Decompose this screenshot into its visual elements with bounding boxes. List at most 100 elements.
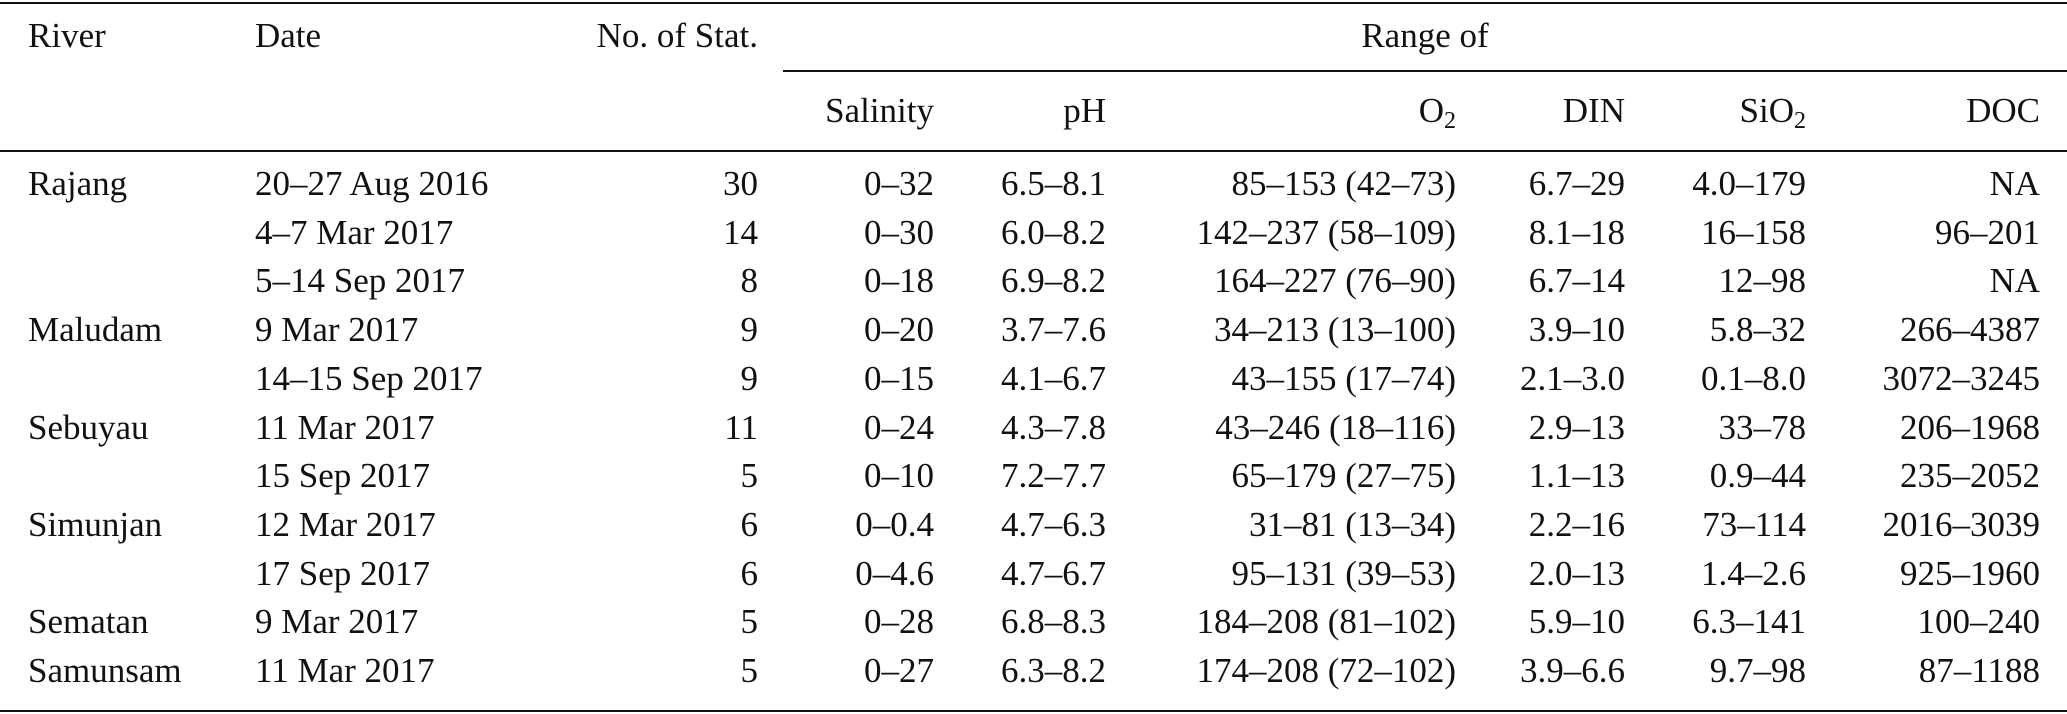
cell-o2: 31–81 (13–34) <box>1248 505 1456 544</box>
cell-salinity: 0–32 <box>864 164 934 203</box>
header-sio2-base: SiO <box>1739 91 1794 130</box>
header-range-of: Range of <box>1361 16 1489 55</box>
cell-doc: 87–1188 <box>1918 651 2040 690</box>
cell-o2: 164–227 (76–90) <box>1213 261 1456 300</box>
cell-salinity: 0–27 <box>864 651 934 690</box>
cell-stat: 5 <box>740 602 759 641</box>
cell-stat: 5 <box>740 456 759 495</box>
cell-doc: 2016–3039 <box>1882 505 2041 544</box>
cell-doc: NA <box>1989 261 2040 300</box>
header-o2-base: O <box>1418 91 1444 130</box>
cell-sio2: 12–98 <box>1718 261 1807 300</box>
header-ph: pH <box>1063 91 1106 130</box>
cell-salinity: 0–18 <box>864 261 934 300</box>
cell-sio2: 4.0–179 <box>1692 164 1806 203</box>
cell-salinity: 0–30 <box>864 213 934 252</box>
cell-doc: 925–1960 <box>1900 554 2040 593</box>
cell-ph: 6.9–8.2 <box>1001 261 1106 300</box>
cell-din: 3.9–10 <box>1528 310 1625 349</box>
cell-doc: 206–1968 <box>1900 408 2040 447</box>
cell-salinity: 0–20 <box>864 310 934 349</box>
cell-din: 8.1–18 <box>1528 213 1625 252</box>
header-river: River <box>28 16 106 55</box>
cell-ph: 4.1–6.7 <box>1001 359 1106 398</box>
header-o2-sub: 2 <box>1444 108 1456 134</box>
cell-river: Sematan <box>28 602 149 641</box>
range-rule <box>783 70 2067 72</box>
cell-salinity: 0–10 <box>864 456 934 495</box>
cell-din: 2.9–13 <box>1528 408 1625 447</box>
top-rule <box>0 2 2067 4</box>
cell-sio2: 1.4–2.6 <box>1701 554 1806 593</box>
cell-din: 2.0–13 <box>1528 554 1625 593</box>
cell-stat: 9 <box>740 310 759 349</box>
cell-o2: 142–237 (58–109) <box>1196 213 1456 252</box>
cell-river: Simunjan <box>28 505 163 544</box>
cell-doc: 266–4387 <box>1900 310 2040 349</box>
cell-date: 12 Mar 2017 <box>255 505 436 544</box>
cell-doc: 96–201 <box>1935 213 2040 252</box>
cell-sio2: 0.1–8.0 <box>1701 359 1806 398</box>
cell-stat: 8 <box>740 261 759 300</box>
header-sio2: SiO2 <box>1640 91 1806 134</box>
cell-o2: 95–131 (39–53) <box>1231 554 1456 593</box>
cell-o2: 184–208 (81–102) <box>1196 602 1456 641</box>
header-o2: O2 <box>1120 91 1456 134</box>
cell-doc: 100–240 <box>1917 602 2041 641</box>
cell-date: 4–7 Mar 2017 <box>255 213 454 252</box>
cell-sio2: 6.3–141 <box>1692 602 1806 641</box>
cell-salinity: 0–15 <box>864 359 934 398</box>
cell-stat: 9 <box>740 359 759 398</box>
cell-din: 2.2–16 <box>1528 505 1625 544</box>
cell-din: 3.9–6.6 <box>1520 651 1625 690</box>
cell-ph: 6.3–8.2 <box>1001 651 1106 690</box>
cell-salinity: 0–0.4 <box>855 505 934 544</box>
cell-date: 20–27 Aug 2016 <box>255 164 489 203</box>
cell-din: 1.1–13 <box>1528 456 1625 495</box>
cell-ph: 7.2–7.7 <box>1001 456 1106 495</box>
cell-o2: 65–179 (27–75) <box>1231 456 1456 495</box>
cell-stat: 11 <box>724 408 758 447</box>
cell-ph: 6.8–8.3 <box>1001 602 1106 641</box>
cell-ph: 4.7–6.3 <box>1001 505 1106 544</box>
cell-ph: 4.7–6.7 <box>1001 554 1106 593</box>
cell-din: 6.7–14 <box>1528 261 1625 300</box>
cell-doc: 3072–3245 <box>1882 359 2041 398</box>
cell-stat: 14 <box>723 213 758 252</box>
cell-doc: 235–2052 <box>1900 456 2040 495</box>
cell-stat: 30 <box>723 164 758 203</box>
cell-sio2: 0.9–44 <box>1709 456 1806 495</box>
cell-sio2: 9.7–98 <box>1709 651 1806 690</box>
cell-sio2: 33–78 <box>1718 408 1807 447</box>
cell-doc: NA <box>1989 164 2040 203</box>
cell-o2: 43–246 (18–116) <box>1215 408 1456 447</box>
cell-o2: 34–213 (13–100) <box>1213 310 1456 349</box>
cell-ph: 6.0–8.2 <box>1001 213 1106 252</box>
cell-river: Sebuyau <box>28 408 149 447</box>
cell-ph: 4.3–7.8 <box>1001 408 1106 447</box>
cell-sio2: 73–114 <box>1702 505 1806 544</box>
header-rule <box>0 150 2067 152</box>
cell-date: 5–14 Sep 2017 <box>255 261 465 300</box>
header-din: DIN <box>1562 91 1625 130</box>
bottom-rule <box>0 710 2067 712</box>
cell-salinity: 0–28 <box>864 602 934 641</box>
cell-stat: 5 <box>740 651 759 690</box>
cell-o2: 174–208 (72–102) <box>1196 651 1456 690</box>
header-sio2-sub: 2 <box>1794 108 1806 134</box>
cell-river: Maludam <box>28 310 163 349</box>
cell-din: 5.9–10 <box>1528 602 1625 641</box>
cell-date: 9 Mar 2017 <box>255 310 419 349</box>
cell-date: 11 Mar 2017 <box>255 408 435 447</box>
cell-o2: 85–153 (42–73) <box>1231 164 1456 203</box>
cell-date: 15 Sep 2017 <box>255 456 430 495</box>
cell-o2: 43–155 (17–74) <box>1231 359 1456 398</box>
cell-river: Samunsam <box>28 651 182 690</box>
header-doc: DOC <box>1966 91 2040 130</box>
cell-salinity: 0–24 <box>864 408 934 447</box>
cell-date: 14–15 Sep 2017 <box>255 359 483 398</box>
cell-ph: 3.7–7.6 <box>1001 310 1106 349</box>
cell-din: 6.7–29 <box>1528 164 1625 203</box>
cell-stat: 6 <box>740 554 759 593</box>
